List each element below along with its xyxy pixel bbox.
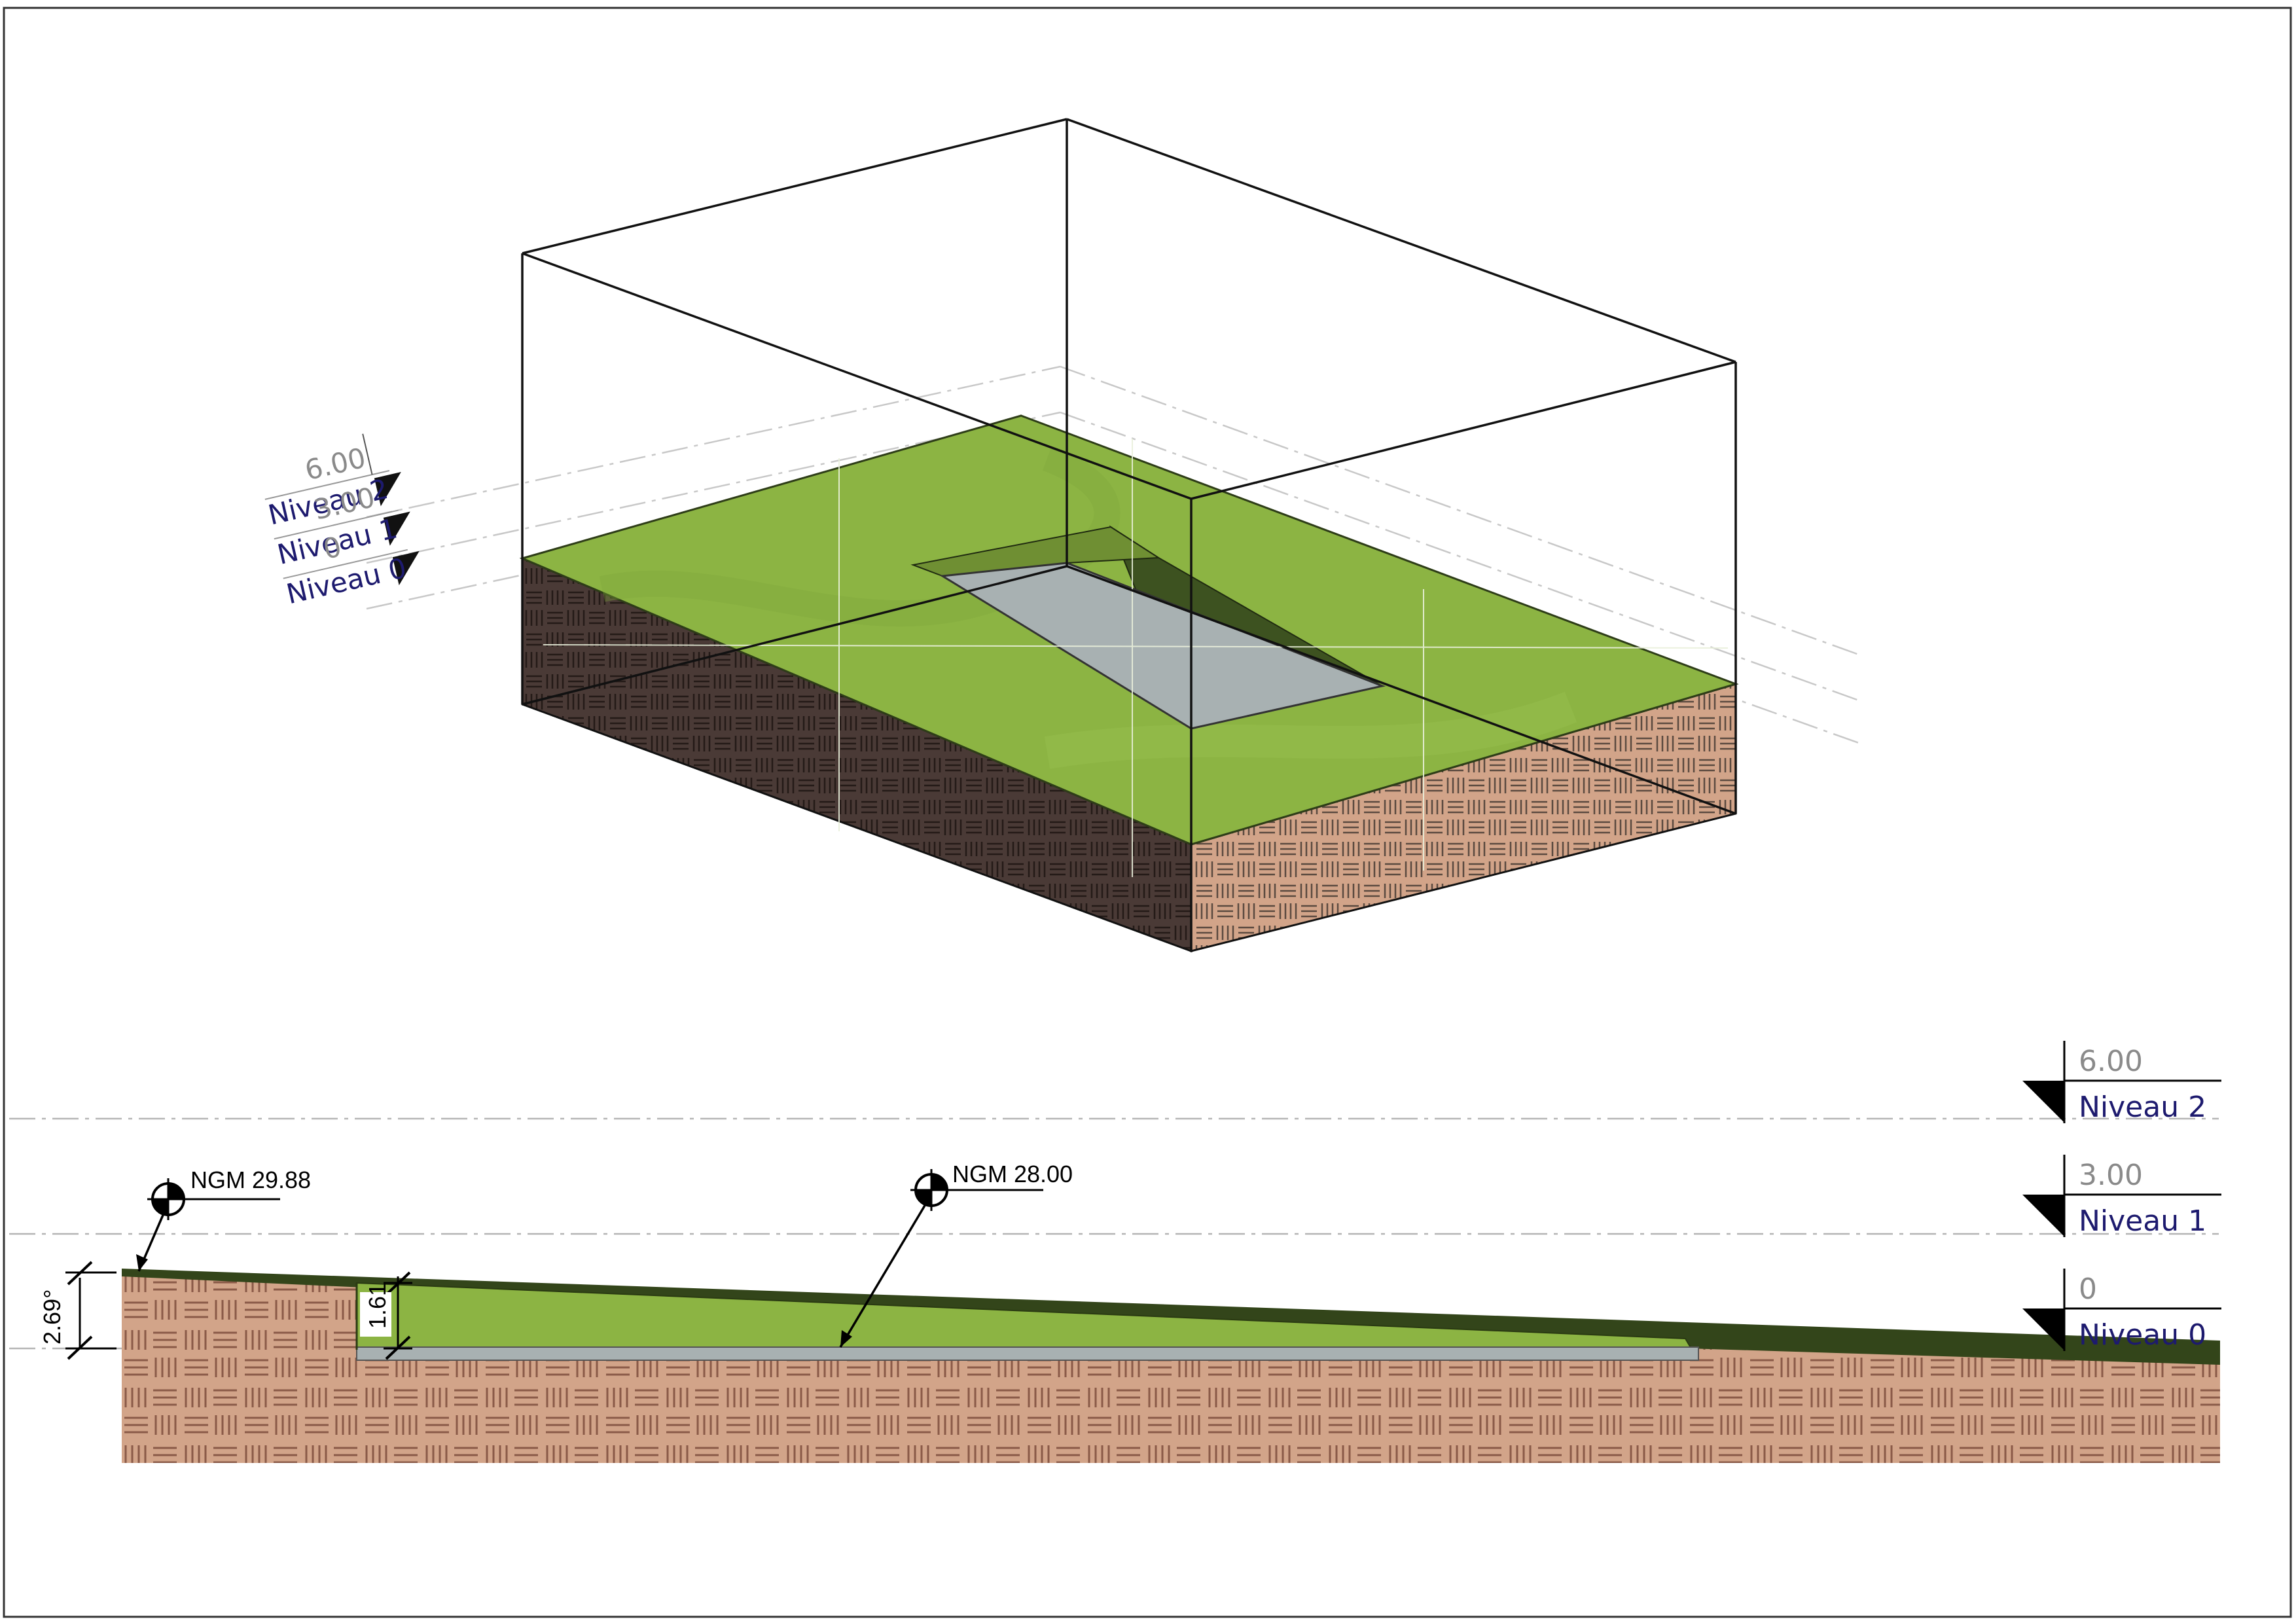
section-level-head-1: 3.00 Niveau 1 [2022, 1155, 2221, 1238]
depth-dimension: 1.61 [360, 1271, 412, 1360]
level-marker-icon [2022, 1308, 2064, 1350]
section-level-name: Niveau 0 [2079, 1318, 2206, 1352]
sheet-border [3, 7, 2292, 1618]
slope-angle-dimension: 2.69° [39, 1261, 117, 1360]
level-marker-icon [2022, 1195, 2064, 1236]
section-level-value: 0 [2079, 1272, 2097, 1306]
section-level-value: 3.00 [2079, 1159, 2143, 1192]
level-marker-icon [2022, 1081, 2064, 1123]
spot-elevation-label: NGM 29.88 [190, 1166, 311, 1193]
spot-elevation-1: NGM 29.88 [136, 1166, 311, 1272]
section-level-value: 6.00 [2079, 1045, 2143, 1078]
section-level-head-2: 6.00 Niveau 2 [2022, 1041, 2221, 1124]
slope-angle-label: 2.69° [39, 1290, 65, 1344]
section-level-head-0: 0 Niveau 0 [2022, 1269, 2221, 1352]
excavation-edge [910, 526, 1161, 577]
depth-label: 1.61 [364, 1283, 391, 1329]
section-level-name: Niveau 1 [2079, 1204, 2206, 1238]
excavation-floor [939, 562, 1386, 730]
spot-elevation-2: NGM 28.00 [839, 1161, 1073, 1348]
section-view: NGM 29.88 NGM 28.00 2.69° [9, 1041, 2221, 1463]
section-level-name: Niveau 2 [2079, 1091, 2206, 1124]
pit-floor [356, 1346, 1699, 1361]
level-marker-icon [383, 511, 410, 546]
level-marker-icon [374, 472, 401, 507]
isometric-view: 6.00 Niveau 2 3.00 Niveau 1 0 Niveau 0 [264, 118, 1859, 953]
level-marker-icon [392, 550, 420, 586]
building-envelope-box [521, 118, 1737, 951]
spot-elevation-label: NGM 28.00 [952, 1161, 1073, 1187]
iso-level-heads: 6.00 Niveau 2 3.00 Niveau 1 0 Niveau 0 [264, 433, 420, 610]
